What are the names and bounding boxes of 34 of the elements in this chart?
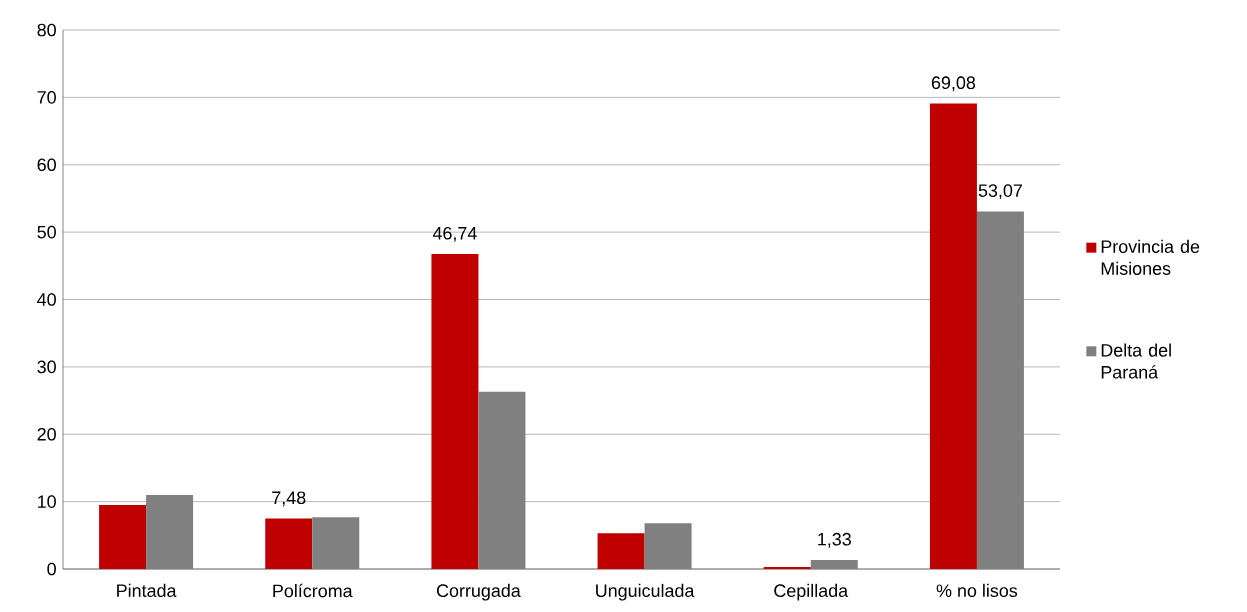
legend-label: Delta del Paraná [1101,343,1171,379]
bar [478,391,526,569]
x-tick-label: Polícroma [273,583,353,598]
bar [597,533,645,569]
y-tick-label: 60 [37,158,56,172]
legend-label: Provincia de Misiones [1101,239,1200,275]
bar [312,517,360,569]
data-label: 69,08 [931,76,976,92]
y-tick-label: 10 [38,495,56,508]
bar [644,523,692,569]
x-tick-label: Cepillada [774,583,849,601]
bar [146,494,194,569]
x-tick-label: Unguiculada [596,583,695,601]
y-tick-label: 80 [37,23,56,37]
data-label: 1,33 [818,532,851,548]
bar [99,504,147,569]
bar [976,211,1024,569]
x-tick-label: Corrugada [436,583,521,601]
y-tick-label: 0 [47,562,56,576]
y-tick-label: 40 [37,293,56,306]
bar [265,518,313,569]
bar [810,560,858,569]
bar [763,566,811,569]
data-label: 46,74 [432,226,477,242]
x-tick-label: Pintada [117,583,177,598]
y-tick-label: 70 [37,91,56,104]
bar [431,254,479,569]
y-tick-label: 30 [37,360,56,374]
data-label: 53,07 [978,184,1022,200]
x-tick-label: % no lisos [936,583,1018,598]
y-tick-label: 20 [37,427,56,441]
data-label: 7,48 [272,491,306,507]
bar [929,103,977,569]
y-tick-label: 50 [37,225,56,239]
